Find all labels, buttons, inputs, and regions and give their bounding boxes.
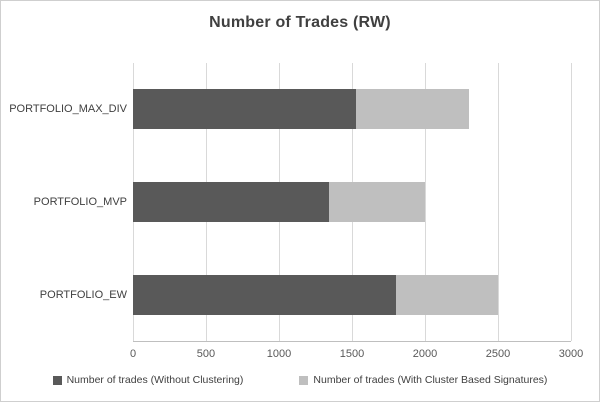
- x-tick-label: 3000: [558, 348, 584, 360]
- gridline: [424, 63, 426, 341]
- legend-label: Number of trades (Without Clustering): [66, 374, 244, 386]
- legend-item: Number of trades (With Cluster Based Sig…: [299, 374, 547, 386]
- bar-row: [133, 248, 571, 341]
- gridline: [571, 63, 572, 341]
- y-axis-category-label: PORTFOLIO_EW: [39, 288, 127, 301]
- bar-segment: [356, 89, 469, 130]
- bar-segment: [133, 181, 329, 222]
- legend-label: Number of trades (With Cluster Based Sig…: [313, 374, 548, 386]
- stacked-bar: [133, 181, 571, 222]
- bar-segment: [133, 274, 396, 315]
- x-axis-labels: 0 500 1000 1500 2000 2500 3000: [129, 348, 583, 362]
- legend-swatch-icon: [52, 375, 62, 385]
- bar-row: [133, 156, 571, 249]
- x-tick-label: 500: [196, 348, 216, 360]
- bar-segment: [328, 181, 425, 222]
- stacked-bar: [133, 274, 571, 315]
- bar-segment: [395, 274, 498, 315]
- y-axis-labels: PORTFOLIO_MAX_DIV PORTFOLIO_MVP PORTFOLIO_…: [7, 63, 127, 341]
- x-tick-label: 2500: [485, 348, 511, 360]
- x-tick-label: 1000: [266, 348, 292, 360]
- x-tick-label: 1500: [339, 348, 365, 360]
- chart-title: Number of Trades (RW): [209, 14, 391, 31]
- bar-segment: [133, 89, 357, 130]
- legend: Number of trades (Without Clustering) Num…: [1, 374, 599, 386]
- legend-item: Number of trades (Without Clustering): [52, 374, 244, 386]
- y-axis-category-label: PORTFOLIO_MVP: [33, 195, 127, 208]
- y-axis-category-label: PORTFOLIO_MAX_DIV: [9, 103, 127, 116]
- x-tick-label: 2000: [412, 348, 438, 360]
- x-tick-label: 0: [129, 348, 137, 360]
- legend-swatch-icon: [299, 375, 309, 385]
- gridline: [498, 63, 499, 341]
- bar-row: [133, 63, 571, 156]
- stacked-bar: [133, 89, 571, 130]
- plot-area: [133, 63, 572, 342]
